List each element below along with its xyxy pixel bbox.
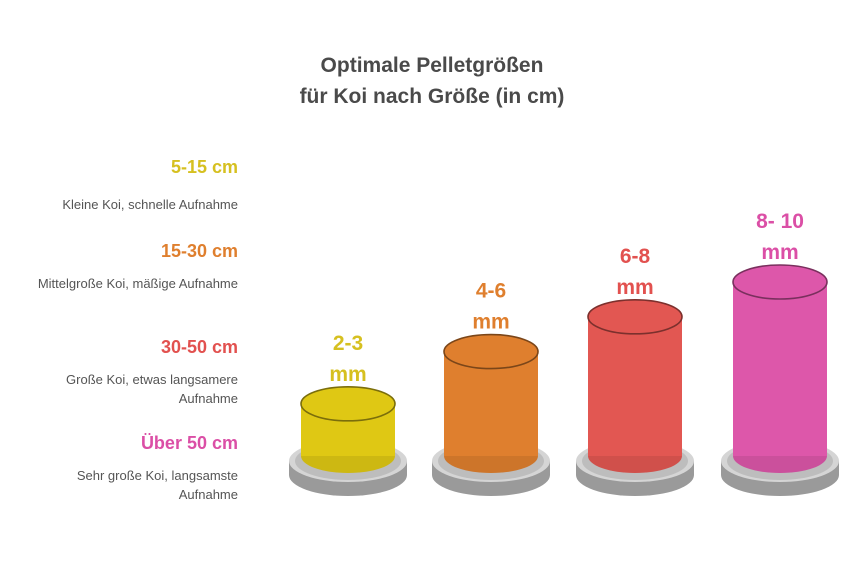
legend-heading-30-50: 30-50 cm: [160, 337, 238, 357]
legend-heading-5-15: 5-15 cm: [170, 157, 238, 177]
legend-description-15-30: Mittelgroße Koi, mäßige Aufnahme: [37, 276, 238, 291]
legend-heading-ueber-50: Über 50 cm: [140, 433, 238, 453]
bar-body-30-50: [588, 316, 682, 456]
value-label-30-50-value: 6-8: [620, 245, 651, 268]
legend: 5-15 cm Kleine Koi, schnelle Aufnahme 15…: [0, 0, 240, 576]
legend-description-ueber-50: Sehr große Koi, langsamste Aufnahme: [76, 468, 238, 502]
bar-top-30-50: [587, 298, 683, 335]
bar-top-ueber-50: [732, 264, 828, 300]
value-label-ueber-50-unit: mm: [761, 241, 798, 264]
chart-title: Optimale Pelletgrößen für Koi nach Größe…: [0, 50, 864, 112]
bar-top-5-15: [300, 385, 396, 422]
legend-description-5-15: Kleine Koi, schnelle Aufnahme: [62, 197, 238, 212]
bar-15-30: [432, 333, 550, 496]
bar-ueber-50: [721, 264, 839, 496]
bar-body-ueber-50: [733, 282, 827, 456]
chart-title-line-1: Optimale Pelletgrößen: [320, 54, 544, 77]
legend-description-30-50: Große Koi, etwas langsamere Aufnahme: [66, 372, 238, 406]
legend-heading-15-30: 15-30 cm: [160, 241, 238, 261]
value-label-30-50-unit: mm: [616, 276, 653, 299]
value-label-5-15-unit: mm: [329, 363, 366, 386]
value-label-ueber-50-value: 8- 10: [756, 210, 804, 233]
value-label-5-15-value: 2-3: [333, 332, 363, 355]
bar-5-15: [289, 385, 407, 496]
bar-30-50: [576, 298, 694, 496]
value-label-15-30-value: 4-6: [476, 280, 506, 303]
value-label-15-30-unit: mm: [472, 311, 509, 334]
chart-title-line-2: für Koi nach Größe (in cm): [299, 85, 565, 108]
bar-top-15-30: [443, 333, 539, 370]
